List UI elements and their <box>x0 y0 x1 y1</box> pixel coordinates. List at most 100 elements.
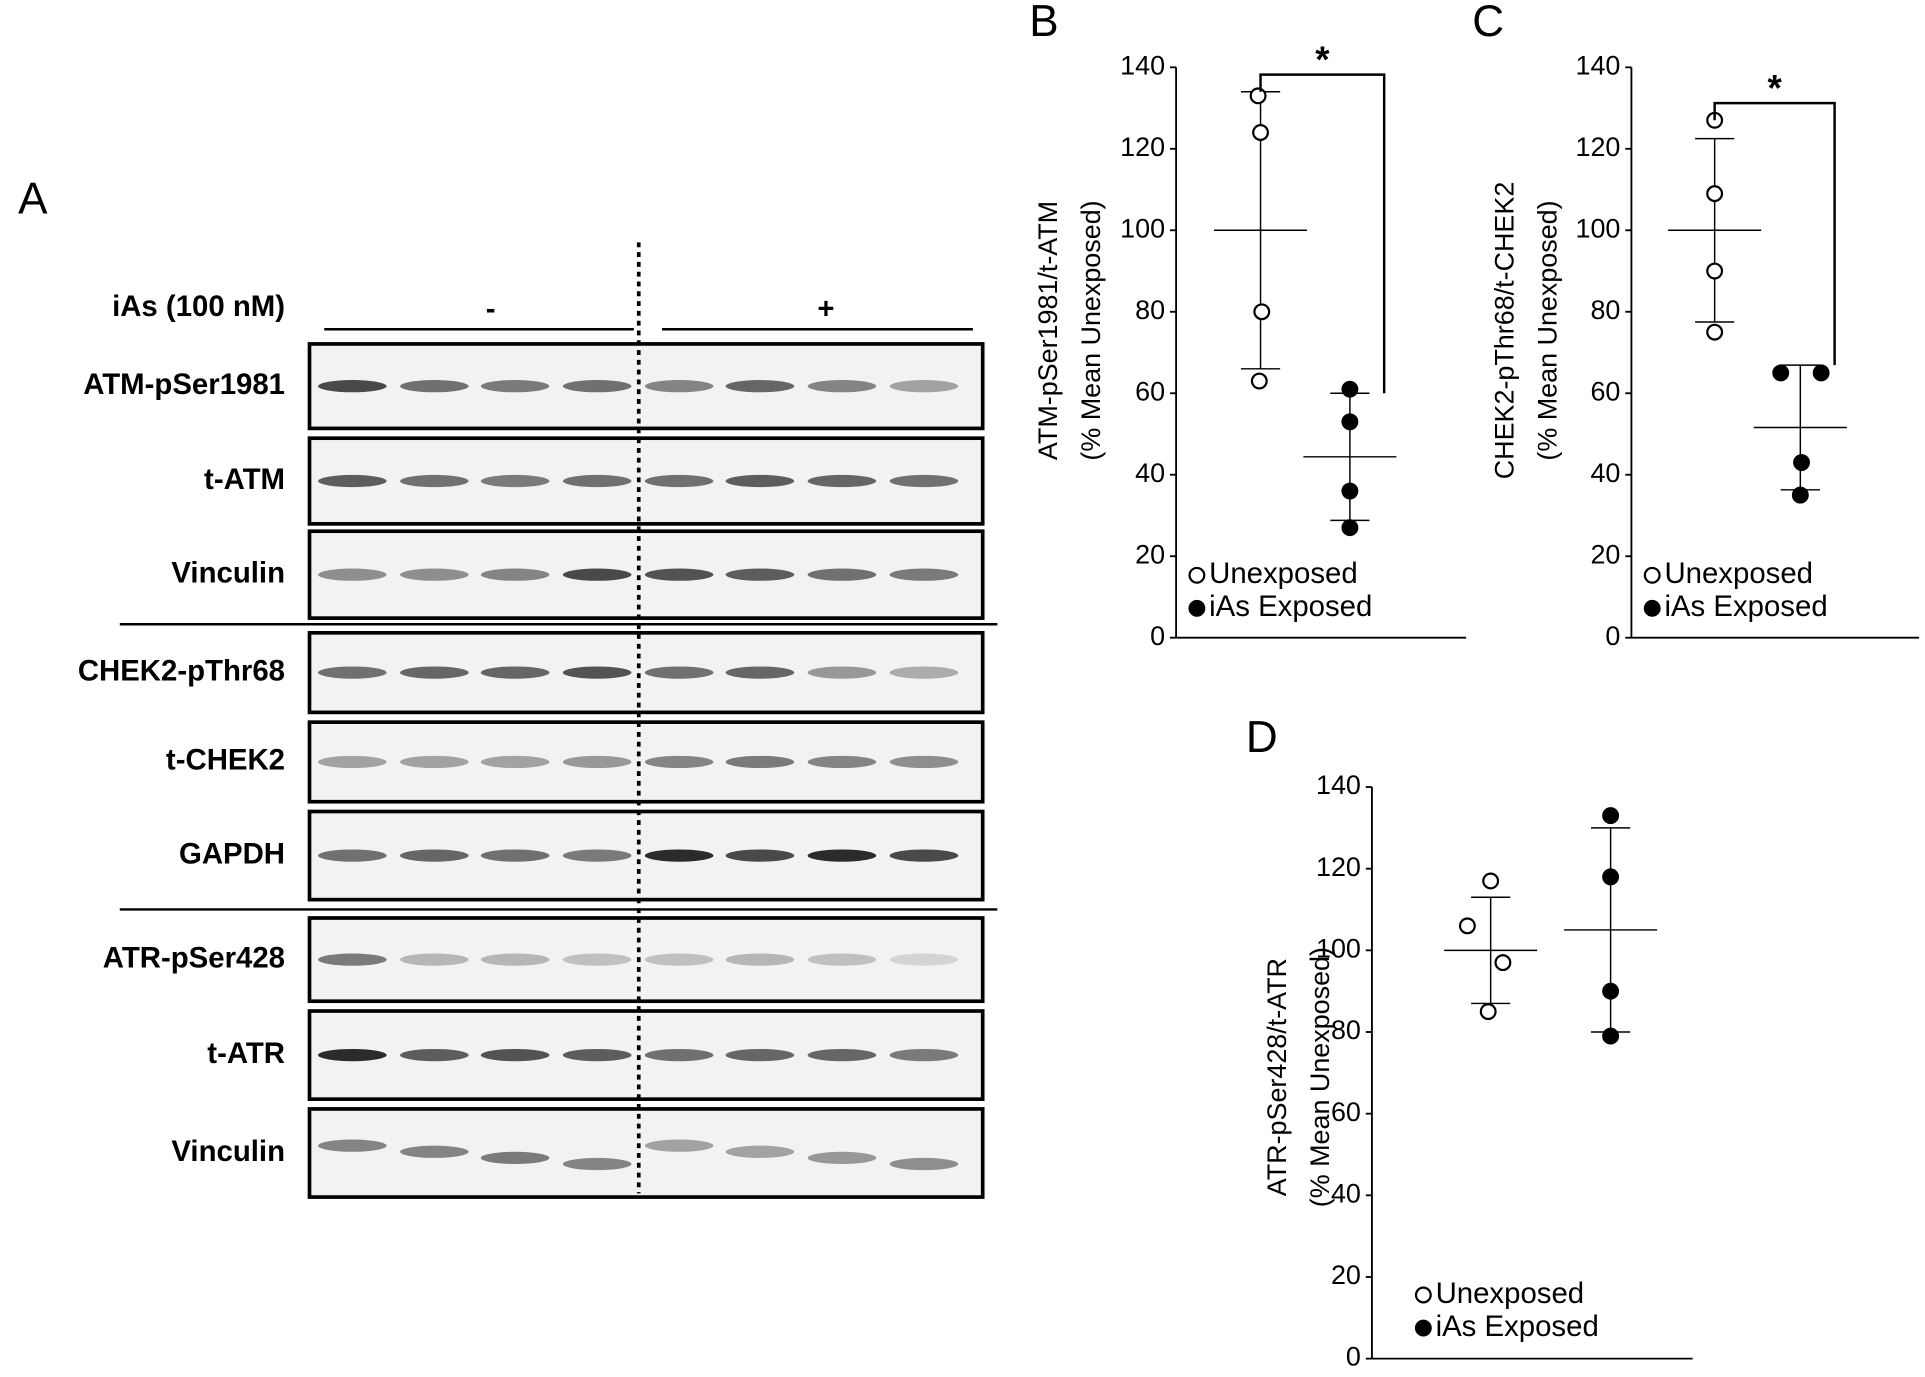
blot-band <box>644 568 714 581</box>
y-tick-label: 60 <box>1135 376 1165 406</box>
blot-band <box>318 666 387 679</box>
y-axis-label: (% Mean Unexposed) <box>1305 947 1335 1207</box>
blot-band <box>889 953 959 966</box>
data-point <box>1249 87 1267 105</box>
blot-band <box>807 474 877 488</box>
blot-band <box>480 755 550 769</box>
y-tick-label: 40 <box>1331 1178 1361 1208</box>
data-point <box>1706 262 1724 280</box>
blot-band <box>480 1048 550 1062</box>
blot-row-label: ATM-pSer1981 <box>83 368 285 401</box>
legend-marker <box>1414 1319 1432 1337</box>
y-tick-label: 140 <box>1575 50 1620 80</box>
y-tick-label: 100 <box>1120 213 1165 243</box>
legend-label: Unexposed <box>1209 557 1358 590</box>
data-point <box>1602 868 1620 886</box>
blot-band <box>807 755 877 769</box>
blot-row-label: Vinculin <box>171 556 285 589</box>
legend-marker <box>1643 599 1661 617</box>
data-point <box>1602 1027 1620 1045</box>
blot-band <box>725 380 795 393</box>
y-tick-label: 140 <box>1316 770 1361 800</box>
y-tick-label: 60 <box>1331 1097 1361 1127</box>
significance-bracket <box>1713 101 1836 366</box>
data-point <box>1772 364 1790 382</box>
data-point <box>1812 364 1830 382</box>
y-tick-label: 40 <box>1590 458 1620 488</box>
legend-label: iAs Exposed <box>1209 590 1372 623</box>
blot-band <box>644 953 714 966</box>
y-tick-label: 80 <box>1135 295 1165 325</box>
blot-band <box>807 953 877 966</box>
blot-band <box>725 474 795 488</box>
y-tick-label: 40 <box>1135 458 1165 488</box>
blot-band <box>807 1151 877 1165</box>
panel-label: B <box>1029 0 1058 46</box>
blot-band <box>725 1145 795 1158</box>
blot-band <box>318 1048 387 1062</box>
blot-band <box>480 380 550 393</box>
blot-row-label: ATR-pSer428 <box>103 941 285 974</box>
data-point <box>1479 1003 1497 1021</box>
blot-band <box>318 1139 387 1152</box>
y-tick-label: 80 <box>1590 295 1620 325</box>
y-tick-label: 80 <box>1331 1015 1361 1045</box>
y-tick-label: 120 <box>1316 852 1361 882</box>
y-tick-label: 20 <box>1331 1260 1361 1290</box>
y-tick-label: 120 <box>1575 132 1620 162</box>
blot-row-label: t-ATR <box>207 1037 285 1070</box>
blot-band <box>400 953 469 966</box>
blot-band <box>318 755 387 769</box>
blot-band <box>400 474 469 488</box>
blot-row-label: t-ATM <box>204 463 285 496</box>
data-point <box>1706 323 1724 341</box>
panel-label: A <box>18 175 48 224</box>
blot-band <box>725 568 795 581</box>
blot-band <box>725 953 795 966</box>
data-point <box>1793 454 1810 471</box>
y-axis-label: (% Mean Unexposed) <box>1076 200 1106 460</box>
blot-band <box>889 849 959 862</box>
blot-band <box>644 474 714 488</box>
y-tick-label: 20 <box>1135 539 1165 569</box>
data-point <box>1341 413 1359 431</box>
blot-band <box>889 1048 959 1062</box>
blot-band <box>725 1048 795 1062</box>
blot-band <box>400 380 469 393</box>
panel-label: D <box>1246 713 1278 762</box>
y-axis-label: CHEK2-pThr68/t-CHEK2 <box>1490 182 1520 480</box>
blot-band <box>562 1157 632 1171</box>
blot-row-label: CHEK2-pThr68 <box>78 654 285 687</box>
blot-band <box>889 568 959 581</box>
blot-band <box>480 474 550 488</box>
legend-marker <box>1188 566 1206 584</box>
legend-marker <box>1643 566 1661 584</box>
group-label: - <box>486 293 496 326</box>
blot-band <box>562 849 632 862</box>
data-point <box>1791 486 1809 504</box>
data-point <box>1602 807 1620 825</box>
blot-band <box>889 1157 959 1171</box>
data-point <box>1341 380 1359 398</box>
legend-marker <box>1414 1286 1432 1304</box>
blot-band <box>318 849 387 862</box>
blot-band <box>400 1145 469 1158</box>
y-tick-label: 140 <box>1120 50 1165 80</box>
blot-band <box>562 568 632 581</box>
blot-band <box>318 474 387 488</box>
y-tick-label: 120 <box>1120 132 1165 162</box>
blot-band <box>400 666 469 679</box>
y-axis-label: (% Mean Unexposed) <box>1533 200 1563 460</box>
y-tick-label: 20 <box>1590 539 1620 569</box>
data-point <box>1341 482 1359 500</box>
data-point <box>1458 917 1476 935</box>
y-tick-label: 100 <box>1575 213 1620 243</box>
blot-band <box>725 849 795 862</box>
legend-label: iAs Exposed <box>1664 590 1827 623</box>
blot-band <box>644 755 714 769</box>
blot-band <box>807 380 877 393</box>
data-point <box>1482 872 1500 890</box>
blot-band <box>318 380 387 393</box>
treatment-label: iAs (100 nM) <box>112 290 285 323</box>
blot-band <box>480 849 550 862</box>
